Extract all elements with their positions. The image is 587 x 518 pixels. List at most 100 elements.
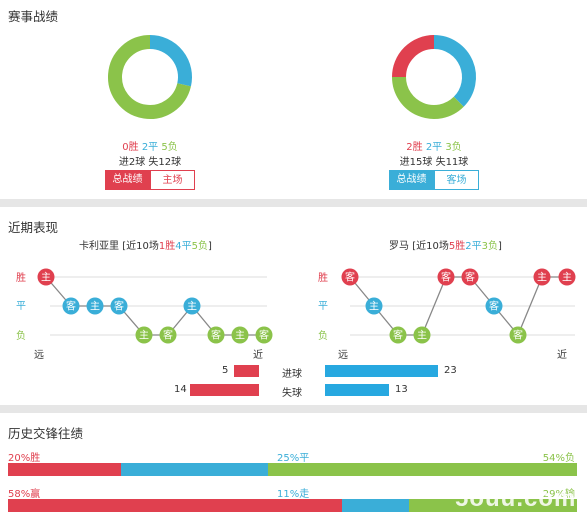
right-far-label: 远	[338, 350, 348, 361]
right-match-point[interactable]	[533, 268, 551, 286]
history-row2-c-label: 29%输	[542, 489, 575, 500]
right-match-venue: 客	[513, 329, 523, 342]
left-match-point[interactable]	[135, 326, 153, 344]
watermark: 5ouu.com	[455, 485, 577, 512]
history-row1-win-seg	[8, 463, 121, 476]
history-title: 历史交锋往绩	[8, 426, 84, 441]
conceded-label: 失球	[282, 388, 302, 399]
left-match-point[interactable]	[231, 326, 249, 344]
left-donut-draw-slice	[149, 35, 192, 87]
left-y-loss: 负	[16, 331, 26, 342]
left-match-point[interactable]	[62, 297, 80, 315]
history-panel: 历史交锋往绩 20%胜 25%平 54%负 58%赢 11%走 29%输 5ou…	[0, 413, 587, 518]
left-goals: 进2球 失12球	[118, 157, 182, 168]
left-match-venue: 主	[41, 272, 51, 284]
right-match-point[interactable]	[413, 326, 431, 344]
right-match-venue: 主	[369, 301, 379, 313]
right-form-line	[349, 276, 567, 337]
recent-title: 近期表现	[8, 220, 59, 235]
history-row2-lose-seg	[409, 499, 577, 512]
left-match-venue: 客	[259, 329, 269, 342]
history-row2-bar	[8, 499, 577, 512]
history-row1-loss-seg	[268, 463, 577, 476]
recent-panel: 近期表现 卡利亚里 [近10场1胜4平5负] 罗马 [近10场5胜2平3负] 胜…	[0, 207, 587, 405]
history-row2-push-seg	[342, 499, 409, 512]
left-form-line	[45, 276, 264, 336]
left-match-point[interactable]	[255, 326, 273, 344]
history-row1-a-label: 20%胜	[8, 453, 41, 464]
right-match-point[interactable]	[509, 326, 527, 344]
left-summary-pre: [近10场	[122, 241, 159, 252]
right-summary-l: 3负	[481, 241, 498, 252]
left-near-label: 近	[253, 350, 263, 361]
left-win: 0胜	[122, 142, 139, 153]
conceded-right-bar	[325, 384, 389, 396]
left-total-button[interactable]: 总战绩	[105, 170, 150, 190]
right-draw: 2平	[425, 142, 443, 153]
left-y-win: 胜	[16, 273, 26, 284]
goals-label: 进球	[282, 369, 302, 380]
history-row2-a-label: 58%赢	[8, 489, 41, 500]
right-win: 2胜	[406, 142, 423, 153]
right-team-name: 罗马	[389, 241, 409, 252]
right-match-point[interactable]	[461, 268, 479, 286]
right-match-venue: 主	[417, 330, 427, 342]
right-match-venue: 客	[441, 271, 451, 284]
right-match-point[interactable]	[389, 326, 407, 344]
record-title: 赛事战绩	[8, 9, 59, 24]
left-match-point[interactable]	[183, 297, 201, 315]
left-match-venue: 客	[211, 329, 221, 342]
left-far-label: 远	[34, 350, 44, 361]
history-row1-draw-seg	[121, 463, 268, 476]
right-match-venue: 主	[537, 272, 547, 284]
history-row1-b-label: 25%平	[277, 453, 310, 464]
left-loss: 5负	[161, 142, 178, 153]
left-match-venue: 客	[163, 329, 173, 342]
left-draw: 2平	[141, 142, 159, 153]
goals-left-value: 5	[222, 365, 229, 376]
right-form-chart: 客主客 主客 客客客主主	[341, 268, 576, 344]
right-donut-loss-slice	[392, 76, 464, 119]
right-match-venue: 客	[393, 329, 403, 342]
left-match-point[interactable]	[110, 297, 128, 315]
left-match-point[interactable]	[159, 326, 177, 344]
right-summary-post: ]	[497, 241, 502, 252]
history-row1-c-label: 54%负	[542, 453, 575, 464]
conceded-right-value: 13	[395, 384, 408, 395]
left-match-venue: 主	[187, 301, 197, 313]
left-match-venue: 主	[235, 330, 245, 342]
left-match-venue: 客	[66, 300, 76, 313]
left-summary-l: 5负	[191, 241, 208, 252]
right-match-venue: 客	[489, 300, 499, 313]
left-donut	[108, 35, 192, 119]
right-loss: 3负	[445, 142, 462, 153]
right-match-point[interactable]	[437, 268, 455, 286]
left-summary-w: 1胜	[158, 241, 176, 252]
goals-right-value: 23	[444, 365, 457, 376]
right-match-point[interactable]	[341, 268, 359, 286]
left-form-chart: 主客主客主 客主客主客	[37, 268, 273, 344]
right-summary-pre: [近10场	[412, 241, 449, 252]
right-total-button[interactable]: 总战绩	[389, 170, 434, 190]
left-match-venue: 主	[90, 301, 100, 313]
left-match-point[interactable]	[86, 297, 104, 315]
left-y-draw: 平	[16, 301, 26, 312]
right-away-button[interactable]: 客场	[434, 170, 479, 190]
left-home-button[interactable]: 主场	[150, 170, 195, 190]
left-donut-loss-slice	[108, 35, 191, 119]
right-goals: 进15球 失11球	[399, 157, 469, 168]
right-match-point[interactable]	[558, 268, 576, 286]
left-match-point[interactable]	[207, 326, 225, 344]
right-summary-w: 5胜	[448, 241, 466, 252]
right-summary-d: 2平	[465, 241, 482, 252]
right-near-label: 近	[557, 350, 567, 361]
left-summary-d: 4平	[175, 241, 192, 252]
right-donut	[392, 35, 476, 119]
right-match-point[interactable]	[485, 297, 503, 315]
goals-right-bar	[325, 365, 438, 377]
left-match-point[interactable]	[37, 268, 55, 286]
right-y-win: 胜	[318, 273, 328, 284]
record-panel: 赛事战绩 0胜 2平 5负 进2球 失12球 总战绩 主场 2胜 2平 3负 进…	[0, 0, 587, 199]
right-match-point[interactable]	[365, 297, 383, 315]
goals-left-bar	[234, 365, 259, 377]
